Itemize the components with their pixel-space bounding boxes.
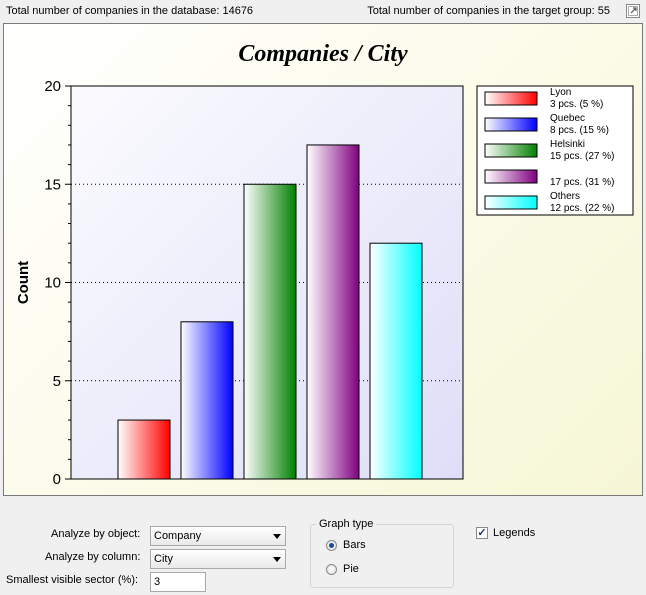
- controls-panel: [0, 498, 646, 595]
- y-tick-label: 20: [44, 78, 61, 95]
- analyze-object-select[interactable]: Company: [150, 526, 286, 546]
- smallest-sector-value: 3: [154, 576, 161, 588]
- analyze-object-value: Company: [154, 530, 202, 542]
- smallest-sector-label: Smallest visible sector (%):: [6, 574, 139, 586]
- legend-swatch: [484, 195, 538, 210]
- legend-detail: 15 pcs. (27 %): [550, 151, 614, 162]
- legend-swatch: [484, 143, 538, 158]
- chart-panel: Companies / City Count 0 5 10 15 20 Lyon 3 pcs. …: [3, 23, 643, 496]
- pie-radio-label[interactable]: Pie: [343, 563, 359, 575]
- target-group-label: Total number of companies in the target …: [367, 5, 610, 17]
- pie-radio[interactable]: [326, 564, 337, 575]
- analyze-column-label: Analyze by column:: [45, 551, 141, 563]
- analyze-column-value: City: [154, 553, 173, 565]
- y-tick-label: 5: [53, 373, 61, 390]
- legends-label[interactable]: Legends: [493, 527, 536, 539]
- legend-detail: 3 pcs. (5 %): [550, 99, 603, 110]
- bar-3: [243, 183, 297, 480]
- bars-radio[interactable]: [326, 540, 337, 551]
- y-tick-label: 15: [44, 176, 61, 193]
- analyze-column-select[interactable]: City: [150, 549, 286, 569]
- legend-detail: 17 pcs. (31 %): [550, 177, 614, 188]
- chart-title: Companies / City: [238, 41, 408, 67]
- bars-radio-label[interactable]: Bars: [343, 539, 366, 551]
- y-axis-label: Count: [15, 261, 32, 304]
- legend-swatch: [484, 169, 538, 184]
- graph-type-label: Graph type: [316, 518, 377, 530]
- legend-name: Lyon: [550, 87, 571, 98]
- bar-2: [180, 321, 234, 480]
- legend-swatch: [484, 91, 538, 106]
- y-tick-label: 0: [53, 471, 61, 488]
- bar-5: [369, 242, 423, 480]
- legend-name: Quebec: [550, 113, 585, 124]
- total-companies-label: Total number of companies in the databas…: [6, 5, 254, 17]
- legend-name: Others: [550, 191, 580, 202]
- legend-detail: 8 pcs. (15 %): [550, 125, 609, 136]
- legend-detail: 12 pcs. (22 %): [550, 203, 614, 214]
- graph-type-group: [310, 524, 454, 588]
- legends-checkbox[interactable]: ✓: [476, 527, 488, 539]
- legend-swatch: [484, 117, 538, 132]
- smallest-sector-input[interactable]: 3: [150, 572, 206, 592]
- legend-name: Helsinki: [550, 139, 585, 150]
- y-tick-label: 10: [44, 275, 61, 292]
- chevron-down-icon: [273, 534, 281, 539]
- chevron-down-icon: [273, 557, 281, 562]
- bar-4: [306, 144, 360, 480]
- status-bar: Total number of companies in the databas…: [0, 0, 646, 22]
- analyze-object-label: Analyze by object:: [51, 528, 141, 540]
- bar-1: [117, 419, 171, 480]
- expand-icon[interactable]: [626, 4, 640, 18]
